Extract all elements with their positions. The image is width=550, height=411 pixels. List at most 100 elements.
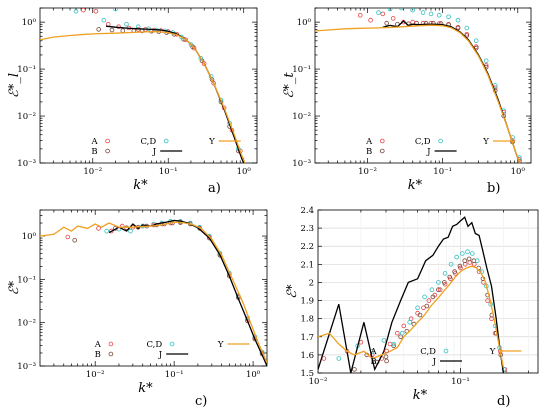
legend-label: Y [482,137,489,147]
data-point-cd [448,261,454,267]
axes-frame [39,209,268,367]
data-point-cd [483,58,489,64]
data-point-cd [376,10,381,15]
x-tick-label: 10⁻² [309,377,328,387]
legend-label: Y [489,347,496,357]
y-tick-label: 1.6 [300,351,314,361]
data-point-cd [188,42,194,47]
y-tick-label: 2 [309,278,314,288]
data-point-cd [436,13,442,18]
legend-label: C,D [140,137,156,147]
panel-1: 10⁻² 10⁻¹ 10⁰ 10⁰ 10⁻¹ 10⁻² 10⁻³ k* ℰ*_l a) AB C,DJ… [7,7,258,196]
data-point-b [398,334,403,340]
data-point-a [119,223,125,229]
y-tick-label: 10⁰ [297,18,312,28]
data-point-cd [492,83,498,88]
data-point-b [466,256,472,262]
y-tick-label: 10⁰ [22,18,37,28]
legend-label: C,D [420,347,436,357]
y-tick-label: 2.3 [300,224,314,234]
data-point-a [211,80,217,86]
data-point-cd [422,294,427,300]
data-point-cd [442,271,448,276]
data-point-cd [387,8,393,12]
data-point-cd [473,38,479,44]
series-line-y [315,24,521,163]
legend-swatch-marker [108,341,114,347]
axes-frame [317,209,539,374]
x-tick-label: 10⁰ [237,167,252,177]
data-point-a [380,11,386,17]
data-point-cd [446,14,451,20]
y-tick-label: 2.4 [300,206,314,216]
data-point-cd [104,228,109,234]
data-point-a [437,287,443,293]
legend-label: Y [208,137,215,147]
data-point-b [384,20,390,26]
y-tick-label: 10⁻² [17,112,36,122]
data-point-b [457,263,463,269]
data-point-a [81,8,86,13]
data-point-a [401,323,407,329]
data-point-b [424,303,430,309]
data-point-a [394,330,400,336]
y-tick-label: 10⁻³ [17,159,36,169]
panel-2: 10⁻² 10⁻¹ 10⁰ 10⁰ 10⁻¹ 10⁻² 10⁻³ k* ℰ*_t b) AB C,DJ… [282,7,532,196]
y-tick-label: 10⁻¹ [292,65,311,75]
data-point-cd [501,367,507,372]
data-point-cd [410,8,415,13]
data-point-cd [474,258,480,264]
y-axis-label: ℰ*_t [282,72,297,99]
series-line-y [40,221,267,363]
legend-label: J [432,357,437,367]
y-tick-label: 10⁰ [22,232,37,242]
data-point-cd [381,338,387,343]
x-axis-label: k* [138,381,153,396]
y-tick-label: 10⁻² [292,112,311,122]
data-point-cd [128,228,133,234]
series-line-j [318,216,505,373]
legend-label: B [370,357,376,367]
y-axis-label: ℰ*_l [7,73,22,98]
data-point-a [201,61,207,66]
y-axis-label: ℰ* [285,284,300,299]
legend-swatch-marker [108,351,114,357]
data-point-cd [391,341,397,347]
y-tick-label: 10⁻² [17,319,36,329]
legend-swatch-marker [379,148,385,154]
x-tick-label: 10⁻² [83,167,102,177]
data-point-b [352,367,357,372]
data-point-b [96,27,101,32]
data-point-b [109,27,115,33]
data-point-cd [179,34,184,40]
data-point-cd [101,17,107,23]
series-line-y [40,30,246,163]
panel-3: 10⁻² 10⁻¹ 10⁰ 10⁰ 10⁻¹ 10⁻² 10⁻³ k* ℰ* c) AB C,DJ Y [7,209,268,409]
data-point-a [485,298,490,303]
axes-frame [314,7,532,164]
legend-label: J [158,350,163,360]
legend-label: A [369,347,377,357]
panel-label: a) [208,181,221,196]
data-point-b [430,294,436,300]
legend-label: A [90,137,98,147]
y-tick-label: 10⁻¹ [17,65,36,75]
x-axis-label: k* [413,388,428,403]
plot-area [40,8,247,163]
data-point-a [410,19,416,25]
panel-label: d) [497,394,510,409]
legend-swatch-marker [384,348,389,354]
data-point-b [120,28,126,33]
legend-label: J [426,147,431,157]
data-point-a [93,9,99,14]
data-point-cd [336,356,342,361]
legend-label: A [365,137,373,147]
legend-label: J [152,147,157,157]
data-point-b [391,343,397,349]
data-point-b [436,287,441,293]
y-tick-label: 10⁻³ [17,362,36,372]
x-tick-label: 10⁰ [511,167,526,177]
legend-swatch-marker [438,138,443,144]
data-point-b [383,354,389,360]
